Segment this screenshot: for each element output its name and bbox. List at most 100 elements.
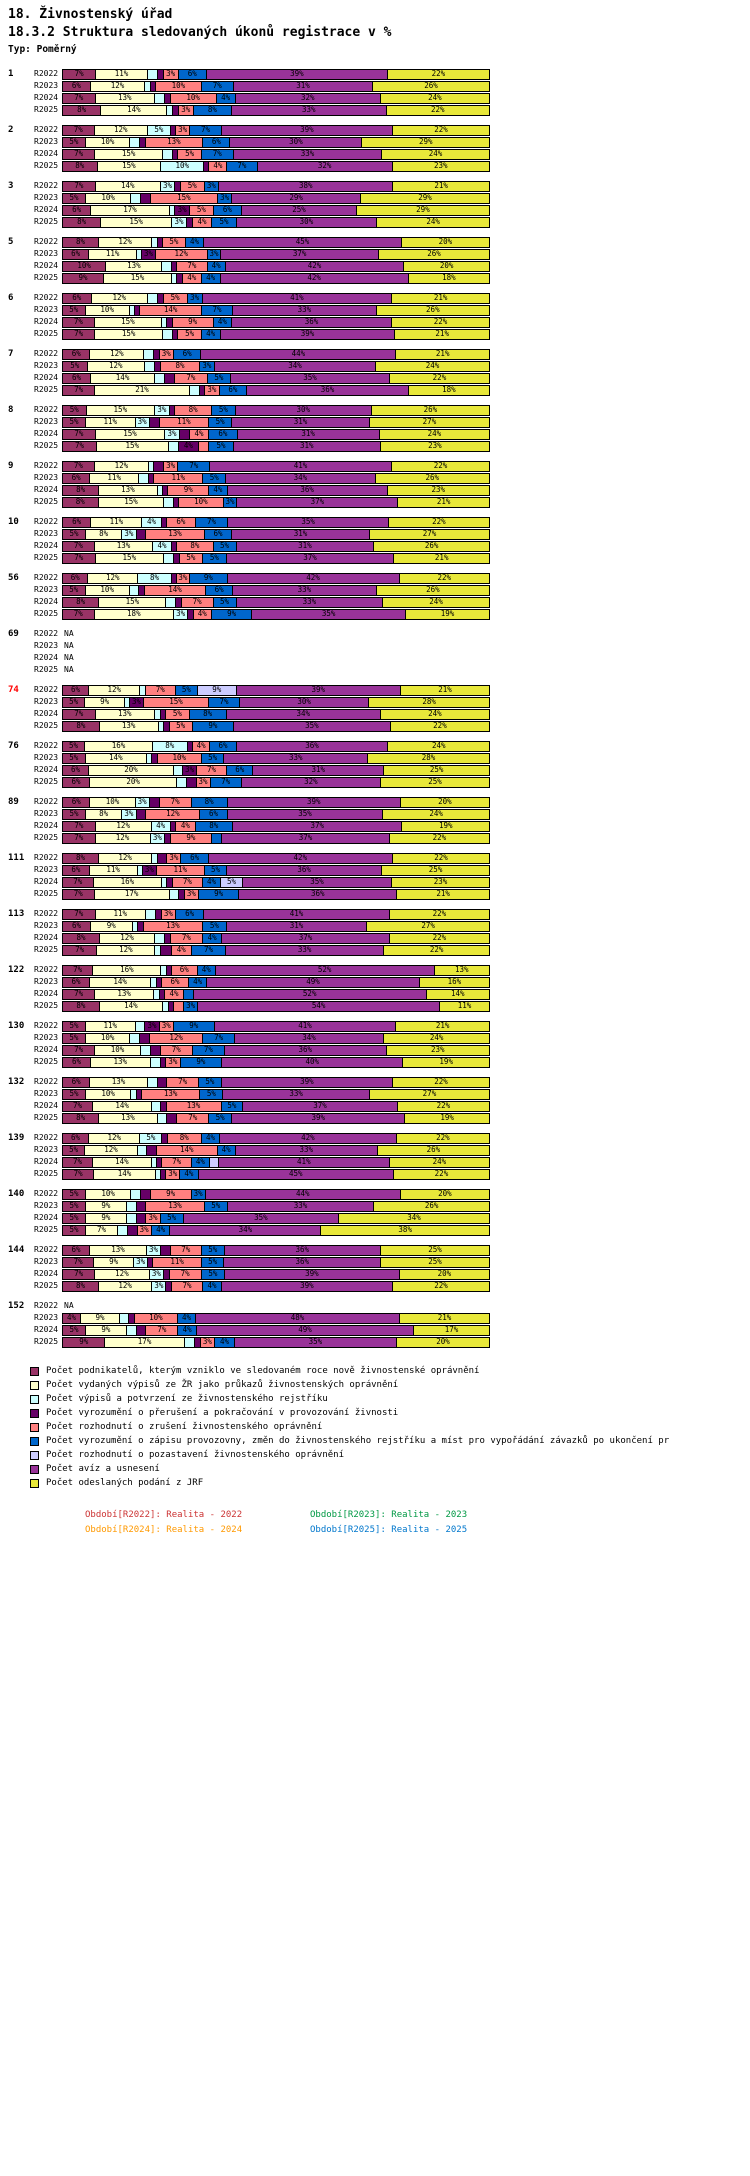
- segment-label: 17%: [137, 1337, 152, 1347]
- segment-label: 7%: [178, 1077, 188, 1087]
- bar-segment: 6%: [218, 384, 248, 396]
- segment-label: 12%: [109, 361, 123, 371]
- segment-label: 22%: [432, 933, 447, 943]
- bar-segment: 30%: [229, 136, 363, 148]
- bar-segment: 7%: [195, 764, 228, 776]
- segment-label: 35%: [321, 609, 336, 619]
- segment-label: 15%: [125, 597, 140, 607]
- segment-label: 4%: [187, 273, 197, 283]
- segment-label: 25%: [428, 1245, 442, 1255]
- bar-segment: 7%: [62, 124, 95, 136]
- bar-segment: 13%: [145, 528, 205, 540]
- segment-label: 25%: [428, 1257, 442, 1267]
- bar-segment: 41%: [213, 1020, 397, 1032]
- chart-title: 18.3.2 Struktura sledovaných úkonů regis…: [8, 25, 392, 40]
- stacked-bar: 8% 12% 3% 7% 4% 39% 22%: [62, 1280, 490, 1292]
- bar-segment: 49%: [195, 1324, 415, 1336]
- segment-label: 8%: [75, 497, 85, 507]
- segment-label: 33%: [297, 585, 312, 595]
- segment-label: 12%: [107, 1133, 122, 1143]
- bar-segment: 4%: [208, 484, 228, 496]
- segment-label: 34%: [302, 1033, 316, 1043]
- segment-label: 3%: [151, 1269, 161, 1279]
- segment-label: 20%: [126, 777, 140, 787]
- bar-segment: 3%: [154, 404, 170, 416]
- bar-segment: 3%: [158, 348, 174, 360]
- bar-segment: 26%: [373, 1200, 490, 1212]
- group-rows: R2022 5% 10% 9% 3% 44% 20% R2023 5% 9% 13% 5% 33% 26%…: [34, 1188, 490, 1236]
- bar-segment: 3%: [183, 888, 199, 900]
- bar-segment: 12%: [89, 348, 145, 360]
- legend-label: Počet avíz a usnesení: [46, 1464, 160, 1474]
- segment-label: 20%: [124, 765, 138, 775]
- segment-label: 3%: [168, 1057, 178, 1067]
- bar-segment: 5%: [212, 540, 237, 552]
- bar-group: 139 R2022 6% 12% 5% 8% 4% 42% 22% R2023 5% 12% 14% 4%…: [8, 1132, 750, 1180]
- bar-group: 9 R2022 7% 12% 3% 7% 41% 22% R2023 6% 11% 11% 5% 34% 2…: [8, 460, 750, 508]
- segment-label: 54%: [311, 1001, 326, 1011]
- row-label: R2024: [34, 1325, 59, 1334]
- bar-segment: 7%: [62, 68, 97, 80]
- legend-item: Počet avíz a usnesení: [30, 1462, 750, 1476]
- bar-segment: 10%: [84, 1032, 131, 1044]
- bar-segment: 22%: [388, 832, 490, 844]
- row-label: R2024: [34, 653, 59, 662]
- bar-row: R2025 7% 15% 5% 5% 37% 21%: [34, 552, 490, 564]
- bar-row: R2024 6% 20% 3% 7% 6% 31% 25%: [34, 764, 490, 776]
- bar-row: R2023 6% 9% 13% 5% 31% 27%: [34, 920, 490, 932]
- bar-segment: 4%: [62, 1312, 81, 1324]
- row-label: R2023: [34, 193, 59, 202]
- segment-label: 4%: [211, 261, 221, 271]
- group-rows: R2022 7% 16% 6% 4% 52% 13% R2023 6% 14% 6% 4% 49% 16%…: [34, 964, 490, 1012]
- bar-segment: 5%: [146, 124, 171, 136]
- bar-segment: 7%: [62, 708, 96, 720]
- bar-row: R2023 4% 9% 10% 4% 48% 21%: [34, 1312, 490, 1324]
- bar-segment: 7%: [191, 1044, 226, 1056]
- bar-group: 69 R2022 NA R2023 NA R2024 NA R2025 NA: [8, 628, 750, 676]
- stacked-bar: 8% 15% 7% 5% 33% 24%: [62, 596, 490, 608]
- bar-segment: 6%: [62, 292, 92, 304]
- segment-label: 3%: [190, 293, 200, 303]
- bar-segment: 5%: [177, 148, 202, 160]
- segment-label: 26%: [424, 541, 439, 551]
- legend-swatch: [30, 1422, 39, 1432]
- bar-segment: 13%: [145, 1200, 205, 1212]
- bar-segment: 21%: [94, 384, 190, 396]
- bar-segment: 4%: [150, 820, 171, 832]
- segment-label: 9%: [196, 1057, 206, 1067]
- bar-segment: 34%: [338, 1212, 490, 1224]
- segment-label: 3%: [124, 529, 134, 539]
- bar-segment: 22%: [387, 516, 490, 528]
- bar-segment: 4%: [200, 328, 221, 340]
- segment-label: 6%: [182, 349, 192, 359]
- segment-label: 5%: [170, 293, 180, 303]
- legend-label: Počet rozhodnutí o zrušení živnostenskéh…: [46, 1422, 323, 1432]
- bar-segment: 33%: [235, 596, 384, 608]
- bar-segment: 20%: [399, 796, 491, 808]
- segment-label: 22%: [432, 833, 447, 843]
- group-label: 9: [8, 461, 14, 471]
- bar-segment: 10%: [85, 1088, 132, 1100]
- bar-row: R2022 7% 11% 3% 6% 39% 22%: [34, 68, 490, 80]
- segment-label: 6%: [72, 1057, 82, 1067]
- segment-label: 22%: [432, 517, 446, 527]
- segment-label: 14%: [115, 373, 130, 383]
- bar-segment: 5%: [62, 740, 85, 752]
- segment-label: 12%: [116, 821, 130, 831]
- stacked-bar: 8% 15% 3% 4% 5% 30% 24%: [62, 216, 491, 228]
- bar-segment: 5%: [62, 584, 86, 596]
- bar-segment: 7%: [171, 876, 204, 888]
- segment-label: 3%: [144, 865, 154, 875]
- bar-segment: 22%: [390, 316, 490, 328]
- segment-label: 12%: [113, 125, 128, 135]
- bar-segment: 7%: [200, 80, 234, 92]
- bar-segment: 5%: [62, 1032, 86, 1044]
- bar-segment: 7%: [226, 160, 258, 172]
- bar-segment: 22%: [398, 572, 490, 584]
- segment-label: 27%: [421, 921, 435, 931]
- segment-label: 10%: [101, 193, 115, 203]
- bar-segment: 20%: [395, 1336, 491, 1348]
- bar-group: 10 R2022 6% 11% 4% 6% 7% 35% 22% R2023 5% 8% 3% 13% 6%…: [8, 516, 750, 564]
- segment-label: 4%: [181, 1313, 192, 1323]
- segment-label: 35%: [298, 809, 312, 819]
